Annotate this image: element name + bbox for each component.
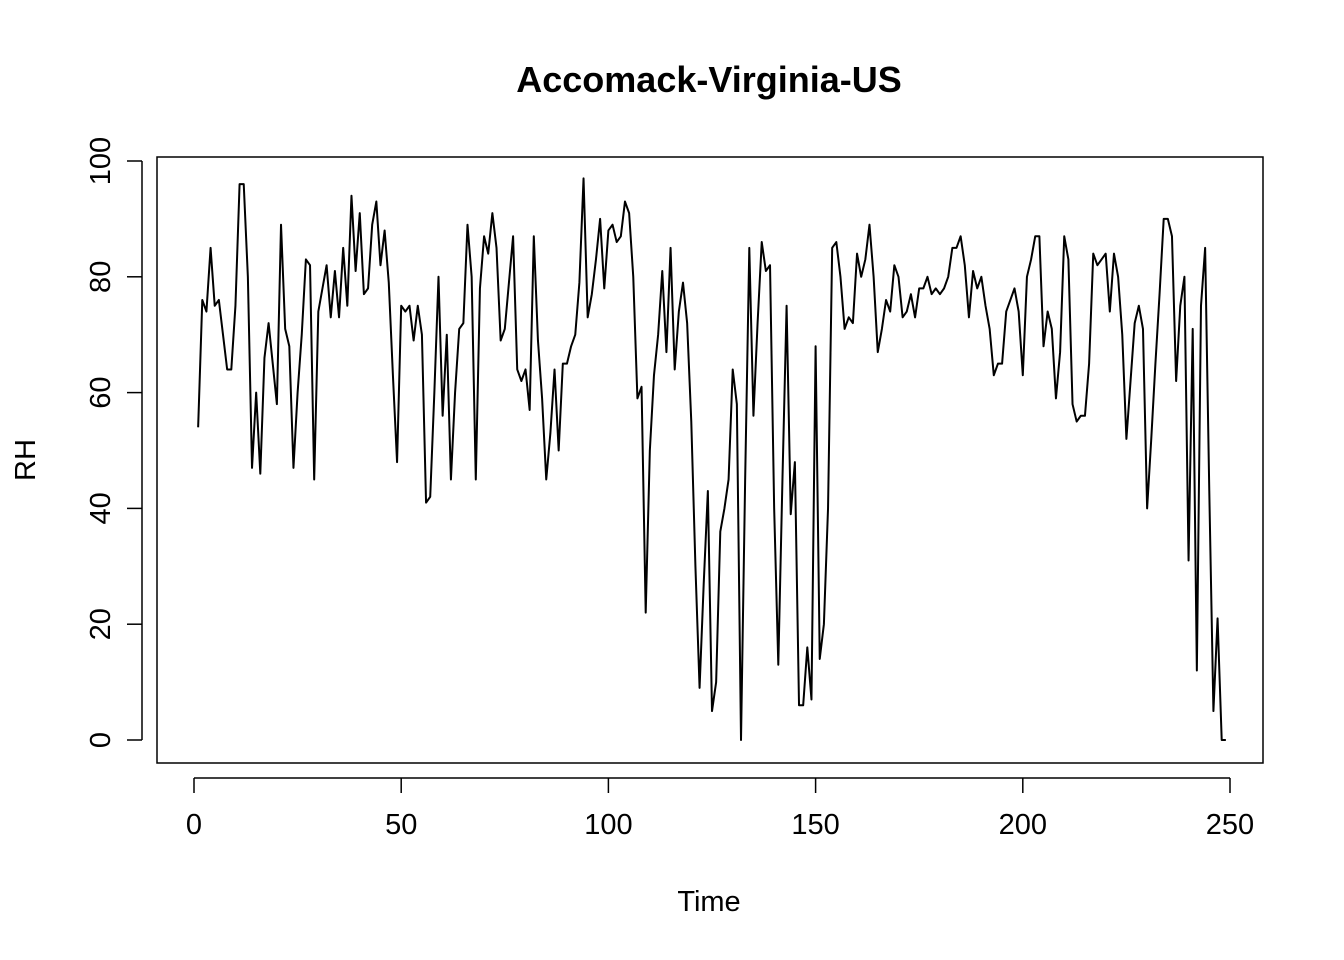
- y-tick-label: 40: [85, 492, 117, 524]
- y-tick-label: 100: [85, 137, 117, 185]
- y-tick-label: 60: [85, 376, 117, 408]
- x-axis: 0 50 100 150 200 250: [186, 777, 1254, 841]
- chart-title: Accomack-Virginia-US: [516, 59, 901, 100]
- x-tick-label: 200: [999, 809, 1047, 841]
- plot-area-frame: [156, 156, 1264, 764]
- series-line-0: [197, 177, 1226, 741]
- x-tick-label: 150: [791, 809, 839, 841]
- y-axis: 0 20 40 60 80 100: [85, 137, 143, 748]
- x-tick-label: 50: [385, 809, 417, 841]
- y-tick-label: 80: [85, 261, 117, 293]
- y-axis-label: RH: [10, 439, 42, 481]
- series-group: [197, 177, 1226, 741]
- x-tick-label: 0: [186, 809, 202, 841]
- y-tick-label: 0: [85, 732, 117, 748]
- x-axis-label: Time: [677, 886, 740, 918]
- x-tick-label: 100: [584, 809, 632, 841]
- x-tick-label: 250: [1206, 809, 1254, 841]
- y-tick-label: 20: [85, 608, 117, 640]
